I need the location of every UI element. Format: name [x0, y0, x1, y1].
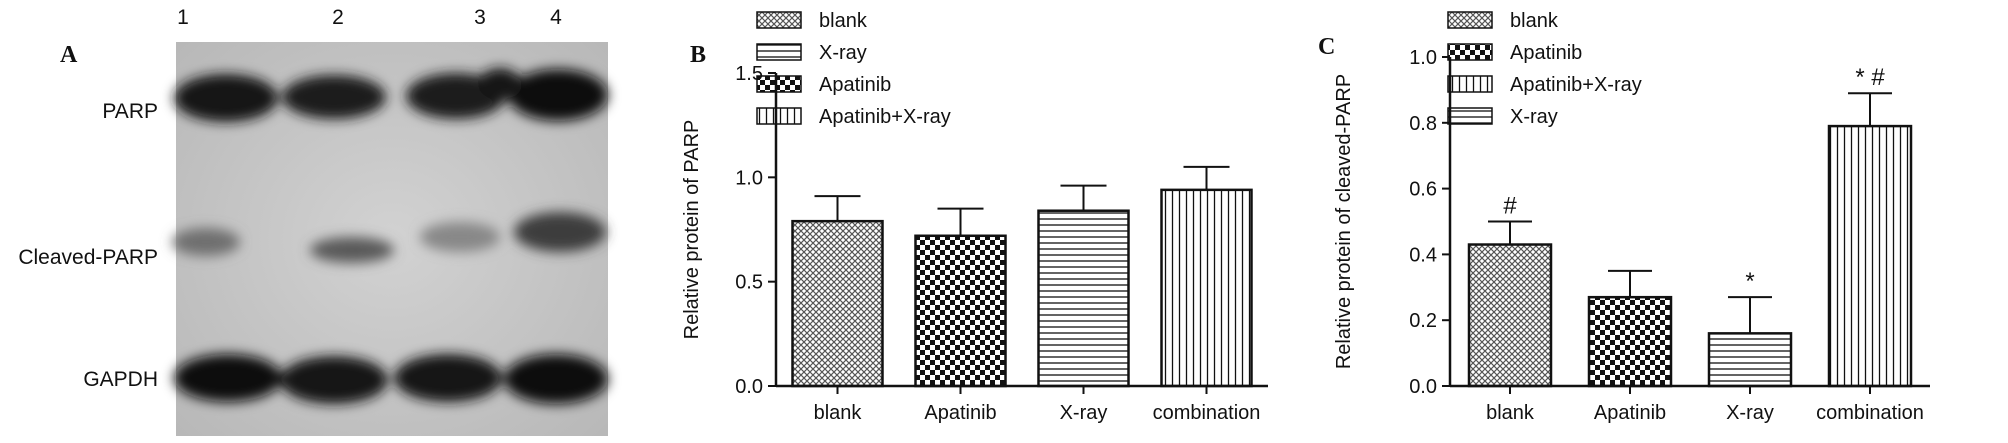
x-tick-label: Apatinib: [924, 402, 996, 424]
panel-b-letter: B: [690, 42, 706, 68]
panel-c-letter: C: [1318, 34, 1335, 60]
legend-swatch: [756, 75, 802, 93]
y-tick-label: 0.2: [1409, 310, 1437, 332]
x-tick-label: X-ray: [1726, 402, 1774, 424]
significance-marker: #: [1503, 193, 1517, 220]
bar-combination: [1160, 188, 1253, 388]
significance-marker: * #: [1855, 64, 1885, 91]
lane-number: 4: [550, 6, 562, 29]
y-tick-label: 0.8: [1409, 113, 1437, 135]
chart-legend: blank Apatinib Apatinib+X-ray X-ray: [1447, 10, 1642, 128]
lane-number: 1: [177, 6, 189, 29]
blot-band-parp: [508, 69, 608, 121]
legend-swatch: [1447, 75, 1493, 93]
bar-blank: [1467, 243, 1553, 388]
legend-label: Apatinib: [819, 74, 891, 96]
legend-label: X-ray: [1510, 106, 1558, 128]
bar-X-ray: [1037, 209, 1130, 388]
blot-row-label: GAPDH: [83, 368, 158, 391]
x-tick-label: combination: [1153, 402, 1261, 424]
significance-marker: *: [1745, 268, 1754, 295]
y-tick-label: 0.0: [735, 376, 763, 398]
lane-number: 3: [474, 6, 486, 29]
legend-label: Apatinib: [1510, 42, 1582, 64]
chart-bars: # * * #: [1467, 64, 1913, 388]
blot-band-parp: [282, 75, 386, 119]
legend-swatch: [756, 107, 802, 125]
chart-axes: 0.0 0.5 1.0 1.5 blank Apatinib X-ray combinatio…: [735, 63, 1268, 424]
x-tick-label: blank: [814, 402, 863, 424]
x-tick-label: X-ray: [1060, 402, 1108, 424]
blot-band-cleaved-parp: [420, 222, 500, 252]
chart-legend: blank X-ray Apatinib Apatinib+X-ray: [756, 10, 951, 128]
y-tick-label: 1.0: [1409, 47, 1437, 69]
panel-a-letter: A: [60, 42, 78, 68]
legend-swatch: [756, 43, 802, 61]
panel-a: A 1 2 3 4 PARP Cleaved-PARP GAPDH: [18, 6, 608, 436]
blot-band-parp: [174, 74, 278, 122]
blot-band-gapdh: [394, 354, 502, 402]
legend-swatch: [1447, 43, 1493, 61]
chart-bars: [791, 165, 1253, 388]
legend-label: Apatinib+X-ray: [819, 106, 951, 128]
legend-label: Apatinib+X-ray: [1510, 74, 1642, 96]
legend-label: X-ray: [819, 42, 867, 64]
chart-axes: 0.0 0.2 0.4 0.6 0.8 1.0 blank Apatinib X-ray comb…: [1409, 47, 1930, 424]
y-tick-label: 0.6: [1409, 179, 1437, 201]
bar-blank: [791, 219, 884, 388]
legend-label: blank: [819, 10, 868, 32]
bar-X-ray: [1707, 332, 1793, 388]
lane-number: 2: [332, 6, 344, 29]
bar-Apatinib: [914, 234, 1007, 388]
panel-c-chart: C blank Apatinib Apatinib+X-ray X-ray # * * #…: [1318, 10, 1930, 424]
blot-row-label: PARP: [102, 100, 158, 123]
y-tick-label: 1.0: [735, 167, 763, 189]
y-tick-label: 0.5: [735, 272, 763, 294]
blot-band-gapdh: [504, 354, 608, 404]
legend-swatch: [1447, 107, 1493, 125]
blot-band-cleaved-parp: [310, 237, 394, 263]
blot-band-parp: [478, 68, 522, 100]
bar-Apatinib: [1587, 295, 1673, 388]
blot-image: [172, 42, 608, 436]
legend-swatch: [756, 11, 802, 29]
legend-swatch: [1447, 11, 1493, 29]
y-tick-label: 0.0: [1409, 376, 1437, 398]
blot-row-label: Cleaved-PARP: [18, 246, 158, 269]
blot-band-cleaved-parp: [172, 228, 240, 256]
bar-combination: [1827, 124, 1913, 388]
y-axis-label: Relative protein of cleaved-PARP: [1333, 74, 1355, 369]
y-tick-label: 0.4: [1409, 244, 1437, 266]
blot-band-cleaved-parp: [514, 212, 606, 252]
x-tick-label: blank: [1486, 402, 1535, 424]
legend-label: blank: [1510, 10, 1559, 32]
y-axis-label: Relative protein of PARP: [681, 120, 703, 340]
x-tick-label: combination: [1816, 402, 1924, 424]
x-tick-label: Apatinib: [1594, 402, 1666, 424]
y-tick-label: 1.5: [735, 63, 763, 85]
blot-band-gapdh: [280, 356, 388, 404]
blot-band-gapdh: [174, 354, 282, 402]
